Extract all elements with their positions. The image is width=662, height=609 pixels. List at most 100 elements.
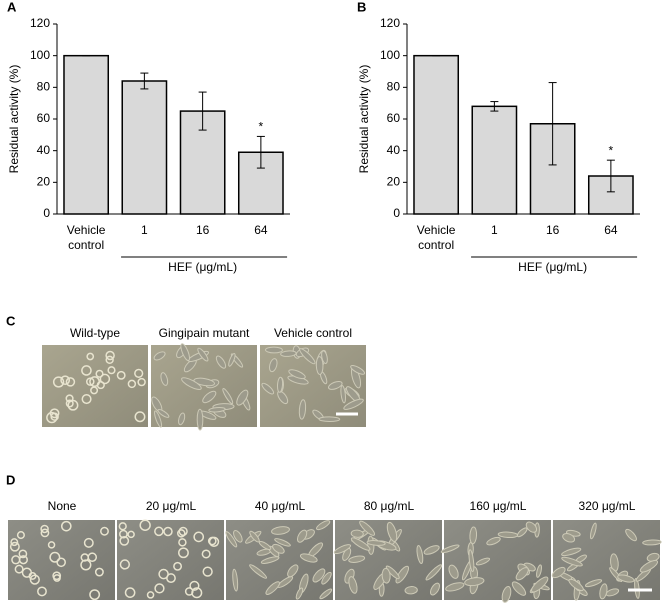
- panel-label: B: [357, 0, 366, 14]
- cell: [525, 521, 538, 533]
- cell: [501, 585, 512, 603]
- cell: [589, 522, 597, 540]
- cell: [404, 586, 418, 595]
- cell: [515, 567, 529, 581]
- x-tick-label: 16: [196, 223, 210, 237]
- cell: [202, 566, 213, 577]
- cell: [386, 521, 398, 542]
- cell: [181, 377, 202, 391]
- cell: [276, 376, 284, 393]
- y-tick-label: 80: [37, 80, 51, 94]
- y-tick-label: 0: [393, 206, 400, 220]
- y-tick-label: 40: [37, 143, 51, 157]
- significance-marker: *: [259, 120, 264, 134]
- x-group-label: HEF (μg/mL): [168, 260, 237, 274]
- cell: [531, 576, 549, 593]
- y-tick-label: 120: [380, 16, 400, 30]
- y-tick-label: 60: [37, 111, 51, 125]
- bar: [237, 151, 284, 215]
- cell: [328, 380, 343, 390]
- cell: [180, 343, 190, 362]
- error-bar: [606, 159, 615, 193]
- bar: [413, 54, 460, 215]
- cell: [561, 556, 583, 567]
- cell: [260, 556, 280, 564]
- cell: [47, 541, 56, 549]
- cell: [288, 369, 306, 380]
- cell: [287, 564, 299, 578]
- cell: [52, 376, 65, 388]
- cell: [10, 538, 19, 547]
- cell: [236, 389, 249, 406]
- cell: [160, 372, 169, 386]
- cell: [343, 398, 364, 410]
- cell: [146, 591, 155, 599]
- micrograph: [117, 520, 224, 600]
- cell: [173, 561, 183, 571]
- cell: [469, 526, 478, 545]
- cell: [127, 379, 137, 389]
- cell: [516, 527, 528, 538]
- x-tick-label: 64: [604, 223, 618, 237]
- cell: [137, 377, 146, 387]
- cell: [100, 526, 109, 536]
- error-bar: [256, 135, 265, 169]
- cell: [154, 583, 165, 594]
- cell: [89, 589, 101, 601]
- y-axis-label: Residual activity (%): [357, 65, 371, 174]
- cell: [333, 544, 352, 555]
- cell: [265, 346, 283, 354]
- image-label: 20 μg/mL: [146, 499, 197, 513]
- cell: [11, 555, 21, 565]
- cell: [107, 366, 116, 375]
- bar: [179, 110, 226, 215]
- cell: [568, 578, 584, 592]
- bar: [121, 80, 168, 215]
- y-tick-label: 100: [380, 48, 400, 62]
- cell: [316, 520, 331, 531]
- x-tick-line: control: [418, 238, 454, 252]
- cell: [350, 529, 364, 538]
- error-bar: [140, 72, 149, 90]
- cell: [154, 410, 163, 428]
- cell: [134, 368, 144, 379]
- x-tick-label: 1: [141, 223, 148, 237]
- cell: [350, 537, 371, 551]
- image-label: 40 μg/mL: [255, 499, 306, 513]
- cell: [295, 587, 304, 600]
- panel-label: D: [6, 472, 15, 487]
- cell: [315, 356, 324, 375]
- y-tick-label: 0: [43, 206, 50, 220]
- cell: [261, 382, 275, 395]
- cell: [551, 566, 566, 579]
- micrograph: [8, 520, 115, 600]
- cell: [617, 574, 635, 583]
- image-label: 80 μg/mL: [364, 499, 415, 513]
- cell: [511, 581, 527, 596]
- cell: [166, 573, 176, 584]
- x-tick-line: Vehicle: [417, 223, 456, 237]
- cell: [193, 377, 216, 387]
- cell: [52, 571, 62, 581]
- x-tick-line: control: [68, 238, 104, 252]
- cell: [60, 520, 72, 532]
- y-tick-label: 120: [30, 16, 50, 30]
- cell: [296, 529, 308, 543]
- cell: [359, 520, 376, 536]
- y-tick-label: 40: [387, 143, 401, 157]
- cell: [280, 350, 297, 357]
- cell: [139, 519, 151, 531]
- cell: [9, 541, 20, 552]
- cell: [28, 572, 37, 580]
- cell: [86, 352, 95, 361]
- cell: [158, 568, 169, 580]
- cell: [202, 390, 217, 404]
- cell: [105, 355, 114, 364]
- cell: [119, 529, 128, 539]
- cell: [178, 526, 188, 537]
- cell: [486, 536, 501, 546]
- cell: [249, 530, 260, 543]
- cell: [271, 526, 290, 535]
- x-tick-label: 64: [254, 223, 268, 237]
